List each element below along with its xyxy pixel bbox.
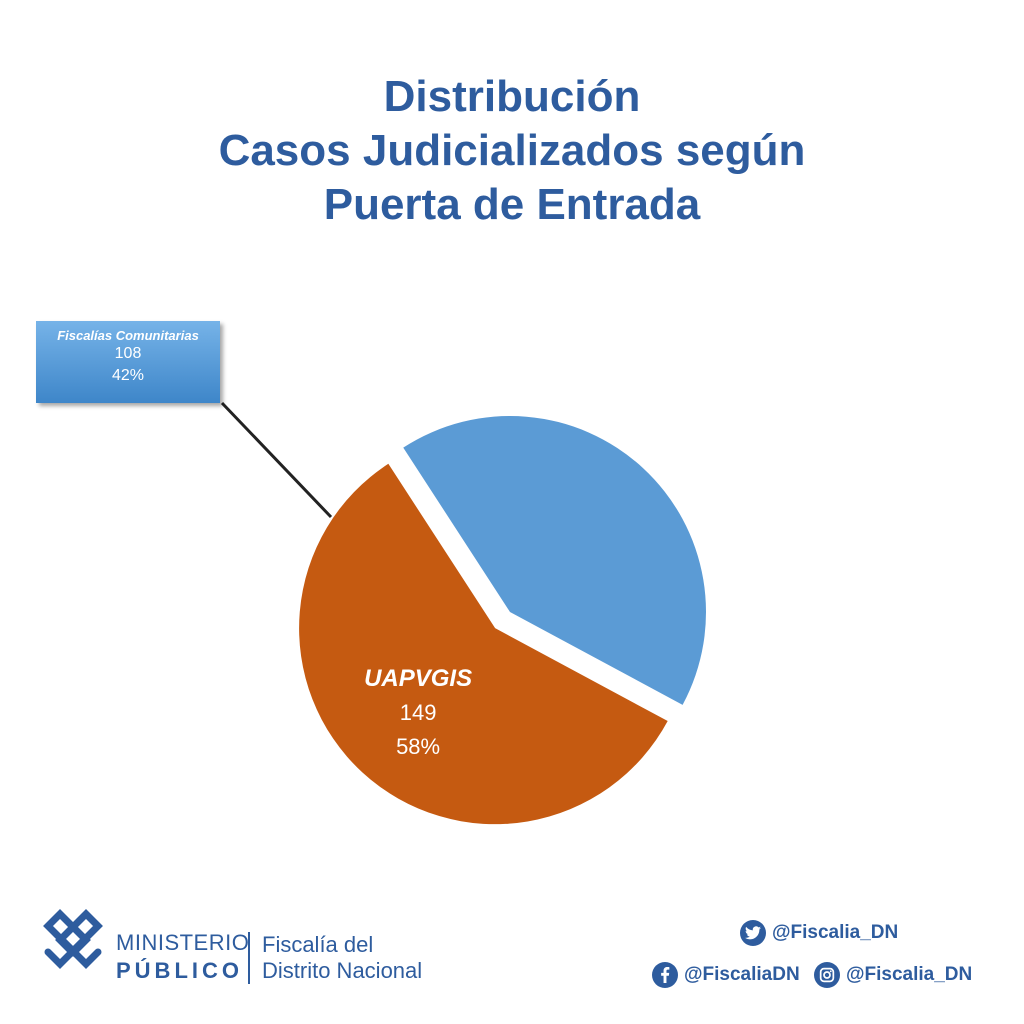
callout-leader-line (220, 401, 333, 519)
instagram-icon (814, 962, 840, 988)
logo-text-ministerio: MINISTERIO (116, 930, 250, 955)
org-name: Fiscalía del Distrito Nacional (262, 932, 422, 984)
pie-slice-fiscal-as-comunitarias (403, 416, 706, 705)
title-line-2: Casos Judicializados según (218, 126, 806, 175)
callout-label: Fiscalías Comunitarias (57, 328, 199, 343)
facebook-icon (652, 962, 678, 988)
pie-slices (299, 416, 706, 825)
callout-percent: 42% (111, 367, 145, 384)
pie-slice-uapvgis (299, 463, 668, 825)
org-name-line-2: Distrito Nacional (262, 958, 423, 983)
ministerio-publico-logo: MINISTERIO PÚBLICO Fiscalía del Distrito… (40, 906, 460, 986)
org-name-line-1: Fiscalía del (262, 932, 374, 957)
logo-divider (248, 932, 250, 984)
facebook-handle-text: @FiscaliaDN (684, 964, 800, 985)
title-line-3: Puerta de Entrada (323, 180, 701, 229)
slice-label-percent: 58% (396, 734, 440, 759)
ministerio-logo-icon (43, 909, 103, 969)
logo-text-publico: PÚBLICO (116, 958, 243, 983)
instagram-handle-text: @Fiscalia_DN (846, 964, 973, 985)
twitter-handle-text: @Fiscalia_DN (772, 922, 899, 943)
twitter-handle[interactable]: @Fiscalia_DN (740, 920, 898, 946)
slice-label-value: 149 (400, 700, 437, 725)
callout-value: 108 (114, 345, 142, 362)
slice-label-label: UAPVGIS (364, 665, 472, 692)
callout-fiscalias-comunitarias: Fiscalías Comunitarias 108 42% (36, 321, 220, 403)
pie-inside-labels: UAPVGIS 149 58% (364, 665, 472, 759)
chart-title: Distribución Casos Judicializados según … (0, 70, 1024, 232)
facebook-handle[interactable]: @FiscaliaDN (652, 962, 800, 988)
title-line-1: Distribución (383, 72, 641, 121)
instagram-handle[interactable]: @Fiscalia_DN (814, 962, 972, 988)
twitter-icon (740, 920, 766, 946)
